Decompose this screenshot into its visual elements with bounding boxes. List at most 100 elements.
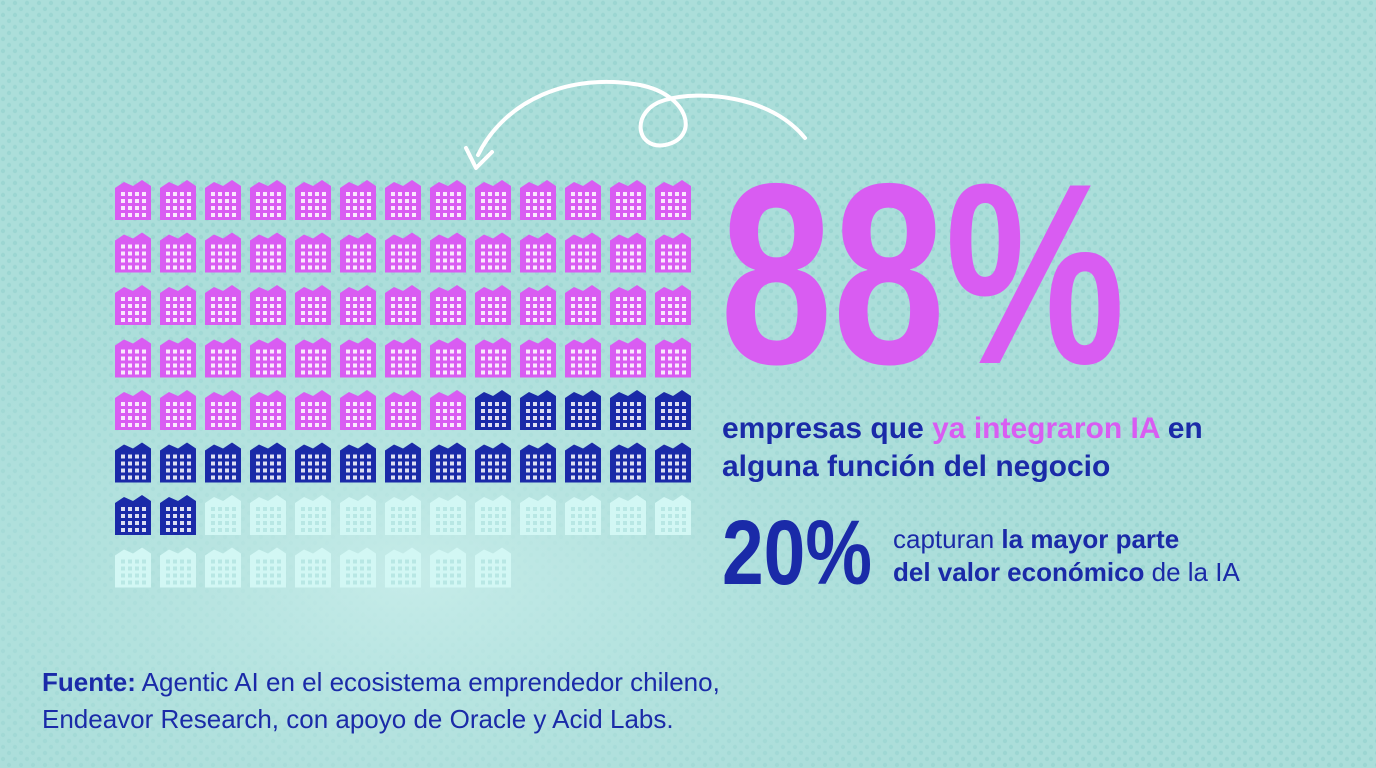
window	[526, 356, 530, 361]
window	[173, 356, 177, 361]
window	[308, 409, 312, 413]
window	[166, 297, 170, 301]
window	[668, 423, 672, 427]
window	[173, 192, 177, 196]
window	[270, 363, 274, 368]
window	[630, 192, 634, 196]
window	[346, 318, 350, 322]
window	[502, 356, 506, 361]
window	[533, 423, 537, 427]
window	[571, 318, 575, 322]
window	[277, 468, 281, 473]
window	[173, 566, 177, 571]
window	[571, 416, 575, 420]
window	[412, 409, 416, 413]
window	[142, 507, 146, 511]
window	[481, 580, 485, 585]
building-icon	[610, 495, 646, 535]
window	[526, 192, 530, 196]
window	[540, 297, 544, 301]
window	[187, 311, 191, 315]
window	[353, 311, 357, 315]
window	[218, 566, 222, 571]
window	[322, 423, 326, 427]
window	[263, 573, 267, 578]
window	[128, 566, 132, 571]
window	[592, 297, 596, 301]
window	[502, 454, 506, 459]
window	[488, 265, 492, 270]
window	[481, 244, 485, 249]
window	[533, 199, 537, 203]
window	[391, 461, 395, 466]
window	[405, 468, 409, 473]
window	[128, 409, 132, 413]
window	[661, 251, 665, 256]
window	[180, 213, 184, 217]
window	[502, 199, 506, 203]
building-icon	[295, 337, 331, 378]
window	[173, 258, 177, 263]
window	[263, 213, 267, 217]
window	[547, 461, 551, 466]
window	[315, 251, 319, 256]
window	[488, 370, 492, 375]
window	[592, 468, 596, 473]
window	[180, 461, 184, 466]
window	[270, 461, 274, 466]
window	[630, 349, 634, 354]
window	[450, 580, 454, 585]
window	[346, 311, 350, 315]
window	[578, 206, 582, 210]
window	[450, 514, 454, 518]
window	[232, 206, 236, 210]
window	[592, 213, 596, 217]
window	[481, 206, 485, 210]
window	[128, 251, 132, 256]
window	[675, 514, 679, 518]
window	[682, 423, 686, 427]
window	[263, 297, 267, 301]
window	[142, 311, 146, 315]
window	[616, 213, 620, 217]
window	[398, 580, 402, 585]
window	[436, 258, 440, 263]
window	[301, 402, 305, 406]
window	[142, 213, 146, 217]
window	[661, 192, 665, 196]
window	[547, 251, 551, 256]
building-icon	[205, 547, 241, 588]
window	[623, 468, 627, 473]
window	[121, 468, 125, 473]
window	[232, 244, 236, 249]
window	[353, 573, 357, 578]
window	[661, 475, 665, 480]
window	[585, 244, 589, 249]
window	[187, 507, 191, 511]
window	[592, 409, 596, 413]
window	[502, 206, 506, 210]
window	[322, 318, 326, 322]
window	[166, 416, 170, 420]
window	[180, 514, 184, 518]
window	[630, 206, 634, 210]
window	[405, 318, 409, 322]
window	[412, 528, 416, 532]
window	[180, 370, 184, 375]
window	[308, 311, 312, 315]
window	[668, 311, 672, 315]
window	[180, 297, 184, 301]
window	[668, 206, 672, 210]
window	[135, 370, 139, 375]
window	[270, 356, 274, 361]
window	[502, 311, 506, 315]
window	[211, 213, 215, 217]
window	[488, 468, 492, 473]
window	[436, 304, 440, 308]
window	[533, 318, 537, 322]
window	[277, 521, 281, 525]
window	[547, 244, 551, 249]
window	[495, 580, 499, 585]
window	[211, 363, 215, 368]
window	[308, 206, 312, 210]
